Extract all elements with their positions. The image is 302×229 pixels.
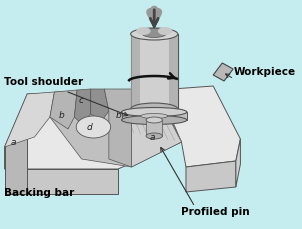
Text: Workpiece: Workpiece <box>234 67 296 77</box>
Text: Tool shoulder: Tool shoulder <box>4 77 83 87</box>
Polygon shape <box>159 87 240 167</box>
Bar <box>146 120 162 136</box>
Bar <box>131 35 178 109</box>
Text: Profiled pin: Profiled pin <box>182 206 250 216</box>
Text: d: d <box>86 123 92 131</box>
Ellipse shape <box>122 108 187 117</box>
Ellipse shape <box>146 134 162 139</box>
Polygon shape <box>213 64 233 82</box>
Polygon shape <box>5 93 54 147</box>
Text: Backing bar: Backing bar <box>4 187 74 197</box>
Ellipse shape <box>142 29 167 38</box>
Bar <box>131 35 140 109</box>
Ellipse shape <box>76 117 111 138</box>
Polygon shape <box>5 90 182 169</box>
Ellipse shape <box>141 114 168 119</box>
Polygon shape <box>132 90 182 167</box>
Ellipse shape <box>131 104 178 115</box>
Bar <box>169 35 178 109</box>
Text: b: b <box>116 111 122 120</box>
Polygon shape <box>186 161 236 192</box>
Polygon shape <box>5 95 27 194</box>
Bar <box>122 112 187 120</box>
Polygon shape <box>74 90 91 124</box>
Polygon shape <box>50 91 77 129</box>
Polygon shape <box>91 90 109 121</box>
Ellipse shape <box>136 28 151 36</box>
Polygon shape <box>236 139 240 187</box>
Text: a: a <box>11 137 16 146</box>
Text: c: c <box>79 95 84 105</box>
Text: a: a <box>150 132 155 141</box>
Ellipse shape <box>122 116 187 125</box>
Polygon shape <box>104 90 132 167</box>
Polygon shape <box>5 169 118 194</box>
Ellipse shape <box>146 117 162 123</box>
Text: b: b <box>59 111 65 120</box>
Polygon shape <box>50 90 182 167</box>
Ellipse shape <box>158 28 172 36</box>
Ellipse shape <box>131 29 178 41</box>
